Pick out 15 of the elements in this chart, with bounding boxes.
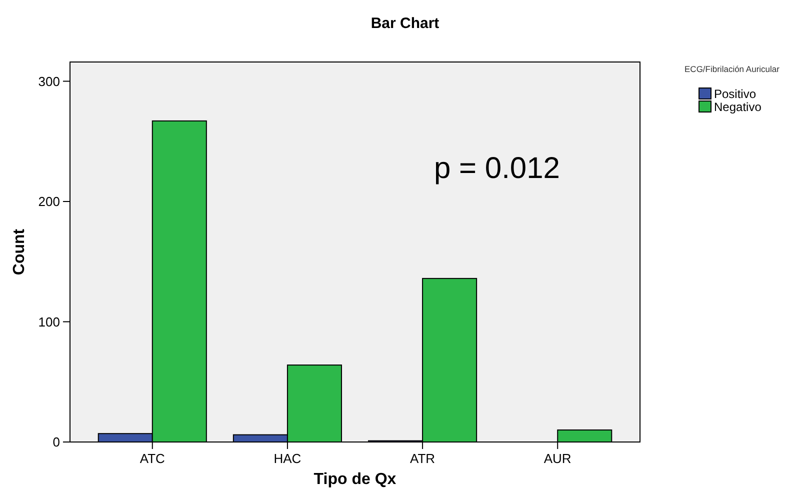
- chart-title: Bar Chart: [370, 15, 440, 32]
- x-axis-title: Tipo de Qx: [314, 471, 396, 488]
- legend-title: ECG/Fibrilación Auricular: [684, 64, 780, 74]
- x-tick-label: HAC: [274, 451, 302, 466]
- legend-label: Positivo: [714, 87, 756, 101]
- y-tick-label: 100: [38, 314, 60, 330]
- y-tick-label: 0: [52, 434, 60, 450]
- y-axis-title: Count: [11, 228, 28, 276]
- legend-label: Negativo: [714, 100, 762, 114]
- x-tick-label: AUR: [544, 451, 572, 466]
- x-tick-label: ATC: [140, 451, 165, 466]
- y-tick-label: 200: [38, 194, 60, 210]
- y-tick-label: 300: [38, 74, 60, 89]
- annotation: p = 0.012: [434, 152, 560, 185]
- x-tick-label: ATR: [410, 451, 436, 466]
